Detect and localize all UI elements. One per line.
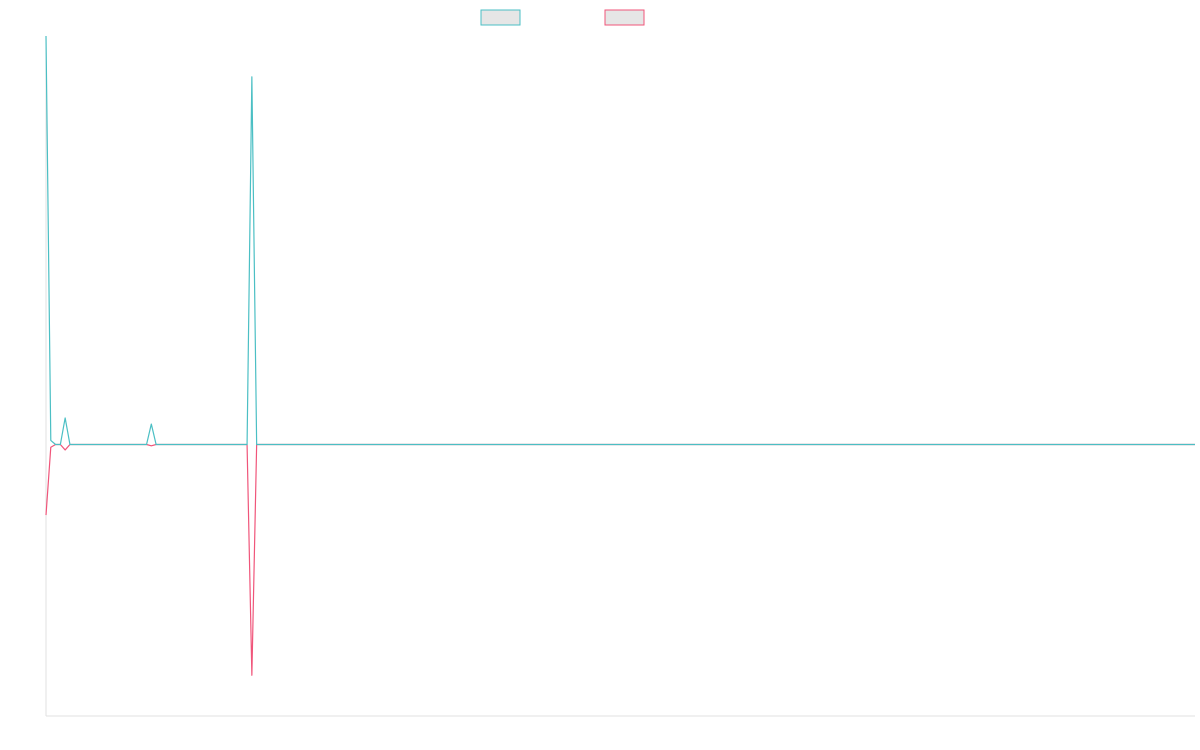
legend-swatch-1[interactable]	[480, 9, 521, 26]
series-line-2	[45, 443, 1195, 676]
series-layer	[45, 35, 1195, 676]
legend	[480, 9, 645, 26]
series-line-1	[45, 35, 1195, 446]
legend-swatch-2[interactable]	[604, 9, 645, 26]
